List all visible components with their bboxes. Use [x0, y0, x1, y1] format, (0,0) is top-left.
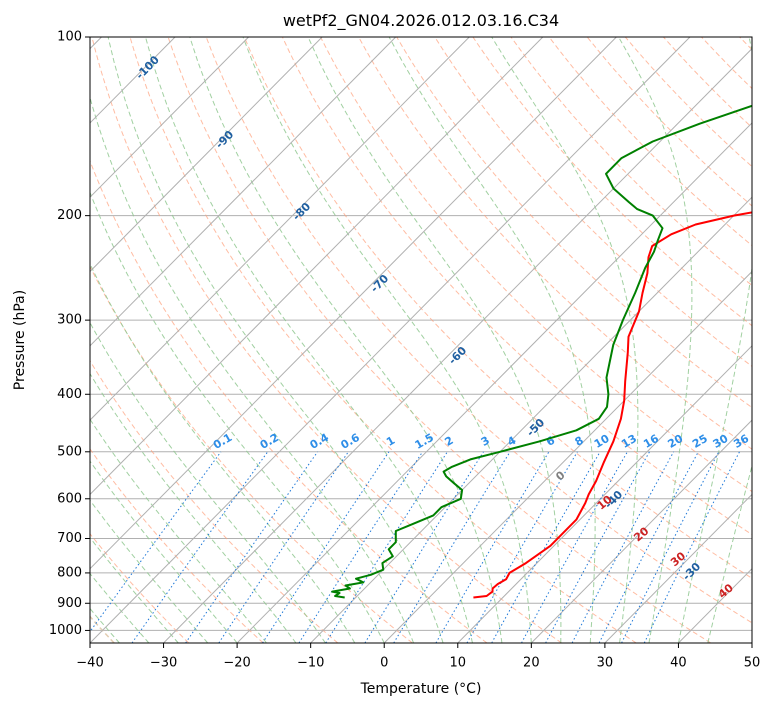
isotherm-line	[90, 37, 249, 198]
moist-adiabat	[491, 37, 639, 643]
y-tick-label: 100	[57, 30, 82, 45]
temperature-profile-line	[473, 211, 752, 599]
dry-adiabat	[90, 532, 190, 643]
mixing-ratio-line	[325, 451, 448, 643]
moist-adiabat	[707, 463, 752, 643]
y-tick-label: 600	[57, 491, 82, 506]
isotherm-line	[457, 345, 752, 643]
y-tick-label: 300	[57, 313, 82, 328]
dry-adiabat	[205, 37, 752, 624]
isotherm-line	[236, 122, 752, 643]
dry-adiabat	[129, 37, 637, 643]
y-tick-label: 500	[57, 444, 82, 459]
dry-adiabat	[167, 37, 712, 643]
sounding-profiles	[331, 104, 752, 599]
dry-adiabat	[90, 359, 339, 643]
mixing-ratio-line	[90, 451, 222, 633]
isotherm-line	[90, 37, 397, 347]
isotherm-line	[530, 419, 752, 643]
x-tick-label: −40	[76, 656, 103, 671]
x-tick-label: −20	[223, 656, 250, 671]
moist-adiabat	[618, 37, 693, 643]
x-tick-label: 20	[523, 656, 540, 671]
moist-adiabat	[388, 37, 596, 643]
moist-adiabat	[107, 37, 444, 643]
mixing-ratio-line	[491, 451, 601, 643]
dry-adiabat	[434, 37, 752, 367]
moist-adiabat	[90, 262, 356, 643]
x-tick-label: 10	[450, 656, 467, 671]
y-axis: 100 200 300 400 500 600 700 800 900 1000	[49, 30, 90, 638]
chart-title: wetPf2_GN04.2026.012.03.16.C34	[283, 11, 559, 31]
mixing-ratio-line	[571, 451, 675, 643]
dry-adiabats	[90, 37, 752, 643]
y-tick-label: 900	[57, 596, 82, 611]
plot-area: -100-90-80-70-60-50-40-30-20-100.10.20.4…	[90, 37, 752, 643]
dry-adiabat	[320, 37, 752, 493]
mixing-ratio-lines	[90, 451, 740, 643]
x-tick-label: 30	[597, 656, 614, 671]
y-tick-label: 700	[57, 531, 82, 546]
x-tick-label: −30	[150, 656, 177, 671]
isotherm-line	[90, 37, 323, 273]
x-axis: −40 −30 −20 −10 0 10 20 30 40 50	[76, 643, 760, 671]
x-tick-label: −10	[297, 656, 324, 671]
pressure-gridlines	[90, 37, 752, 631]
mixing-ratio-line	[435, 451, 550, 643]
y-tick-label: 1000	[49, 623, 82, 638]
moist-adiabat	[307, 37, 562, 643]
mixing-ratio-line	[364, 451, 484, 643]
moist-adiabat	[145, 37, 473, 643]
moist-adiabat	[677, 37, 752, 643]
x-tick-label: 0	[380, 656, 388, 671]
isotherm-line	[383, 270, 752, 643]
dry-adiabat	[396, 37, 752, 409]
moist-adiabat	[90, 321, 326, 643]
x-tick-label: 50	[744, 656, 761, 671]
y-axis-title: Pressure (hPa)	[12, 290, 28, 390]
y-tick-label: 200	[57, 208, 82, 223]
mixing-ratio-line	[185, 451, 319, 643]
mixing-ratio-line	[131, 451, 269, 643]
mixing-ratio-line	[545, 451, 650, 643]
dewpoint-profile-line	[331, 104, 752, 599]
isotherm-line	[90, 37, 617, 570]
moist-adiabat	[90, 191, 385, 643]
plot-background	[90, 37, 752, 643]
mixing-ratio-line	[521, 451, 628, 643]
y-tick-label: 800	[57, 565, 82, 580]
dry-adiabat	[90, 265, 413, 643]
dry-adiabat	[624, 37, 752, 168]
isotherm-line	[90, 37, 470, 421]
isotherm-line	[604, 493, 752, 643]
moist-adiabat	[90, 460, 238, 643]
isotherm-line	[90, 37, 691, 643]
y-tick-label: 400	[57, 387, 82, 402]
x-axis-title: Temperature (°C)	[360, 681, 482, 697]
moist-adiabat	[90, 418, 267, 643]
mixing-ratio-line	[466, 451, 578, 643]
dry-adiabat	[548, 37, 752, 247]
isotherm-line	[310, 196, 752, 643]
mixing-ratio-line	[393, 451, 511, 643]
plot-frame	[89, 36, 753, 644]
mixing-ratio-line	[218, 451, 349, 643]
isotherm-line	[90, 37, 544, 496]
moist-adiabat	[189, 37, 503, 643]
x-tick-label: 40	[670, 656, 687, 671]
moist-adiabat	[242, 37, 532, 643]
